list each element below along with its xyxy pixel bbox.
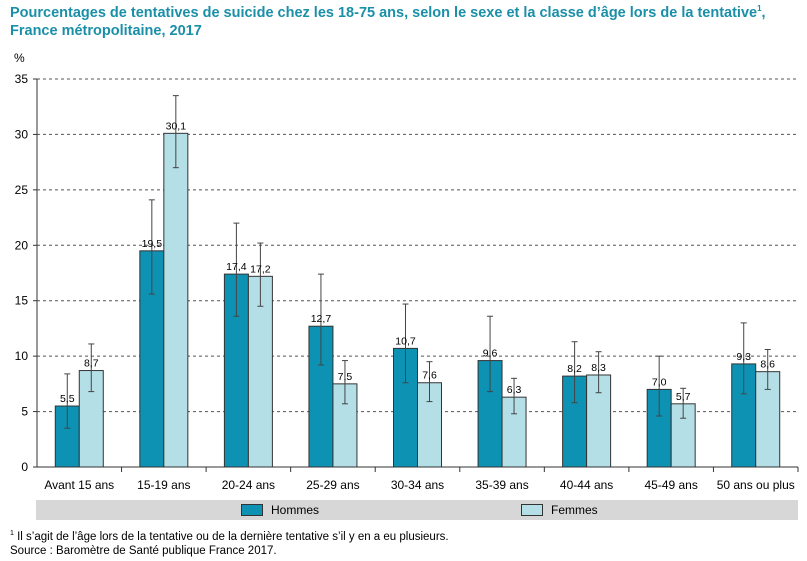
chart-title-line1: Pourcentages de tentatives de suicide ch… — [10, 4, 800, 22]
x-tick-label: 35-39 ans — [475, 478, 528, 492]
y-tick-label: 10 — [15, 349, 29, 363]
chart-title-comma: , — [761, 5, 766, 21]
data-label: 17,4 — [226, 261, 247, 273]
data-label: 30,1 — [166, 120, 187, 132]
chart-plot: 0 5 10 15 20 25 30 35% 5,5 8,7 Avant 15 ans 19,5 30,… — [14, 51, 799, 492]
data-label: 5,7 — [676, 391, 691, 403]
x-tick-label: Avant 15 ans — [44, 478, 114, 492]
chart-title: Pourcentages de tentatives de suicide ch… — [10, 4, 800, 40]
data-label: 8,3 — [591, 362, 606, 374]
data-label: 7,6 — [422, 370, 437, 382]
data-label: 8,6 — [760, 359, 775, 371]
x-tick-label: 20-24 ans — [222, 478, 275, 492]
legend-label-femmes: Femmes — [551, 503, 598, 517]
data-label: 17,2 — [250, 263, 271, 275]
y-tick-label: 15 — [15, 294, 29, 308]
data-label: 8,7 — [84, 358, 99, 370]
y-tick-label: 35 — [15, 72, 29, 86]
data-label: 12,7 — [311, 313, 332, 325]
y-tick-label: 20 — [15, 238, 29, 252]
x-tick-label: 40-44 ans — [560, 478, 613, 492]
footnote: 1 Il s’agit de l’âge lors de la tentativ… — [10, 530, 449, 544]
y-tick-label: 25 — [15, 183, 29, 197]
legend-item-hommes: Hommes — [241, 503, 319, 517]
legend-item-femmes: Femmes — [521, 503, 598, 517]
chart-title-footnote-mark: 1 — [757, 4, 762, 14]
legend-swatch-femmes — [521, 504, 543, 516]
data-label: 5,5 — [60, 393, 75, 405]
bar-femmes — [247, 275, 273, 468]
x-tick-label: 30-34 ans — [391, 478, 444, 492]
bar-hommes — [646, 388, 672, 468]
legend-swatch-hommes — [241, 504, 263, 516]
x-tick-label: 25-29 ans — [306, 478, 359, 492]
footnote-text: Il s’agit de l’âge lors de la tentative … — [13, 531, 449, 543]
data-label: 10,7 — [395, 335, 416, 347]
data-label: 8,2 — [567, 363, 582, 375]
data-label: 7,5 — [338, 371, 353, 383]
data-label: 9,3 — [736, 351, 751, 363]
x-tick-label: 50 ans ou plus — [717, 478, 795, 492]
chart-title-text: Pourcentages de tentatives de suicide ch… — [10, 5, 758, 21]
y-tick-label: 30 — [15, 127, 29, 141]
data-label: 7,0 — [652, 376, 667, 388]
source-note: Source : Baromètre de Santé publique Fra… — [10, 545, 277, 557]
y-tick-label: 0 — [21, 460, 28, 474]
footnote-mark: 1 — [10, 530, 14, 538]
y-tick-label: 5 — [21, 405, 28, 419]
x-tick-label: 45-49 ans — [644, 478, 697, 492]
legend-label-hommes: Hommes — [271, 503, 320, 517]
chart-title-line2: France métropolitaine, 2017 — [10, 23, 202, 39]
bar-femmes — [163, 132, 189, 468]
y-axis-label: % — [14, 51, 25, 65]
data-label: 6,3 — [507, 384, 522, 396]
legend: Hommes Femmes — [36, 500, 798, 520]
x-tick-label: 15-19 ans — [137, 478, 190, 492]
data-label: 19,5 — [142, 238, 163, 250]
data-label: 9,6 — [483, 348, 498, 360]
